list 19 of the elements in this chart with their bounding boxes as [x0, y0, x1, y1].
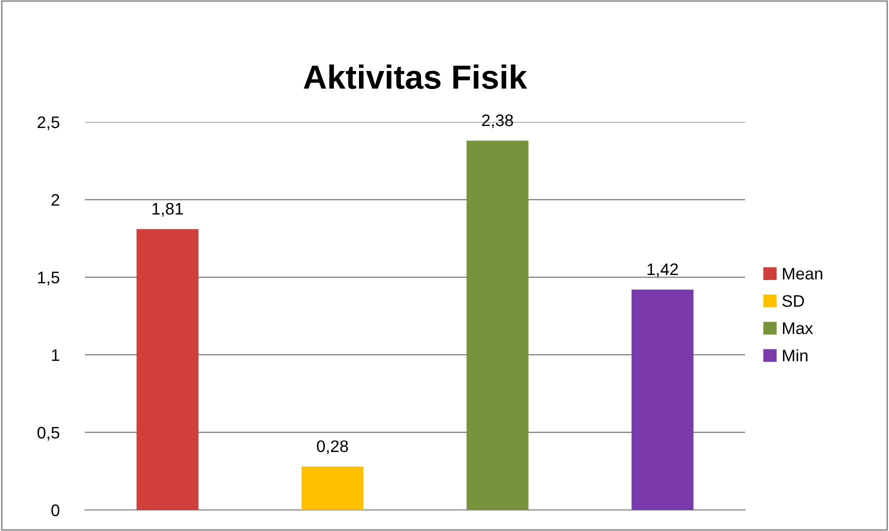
chart-title: Aktivitas Fisik [304, 64, 528, 89]
data-label: 1,42 [648, 263, 678, 278]
y-tick-label: 1 [52, 349, 60, 361]
y-tick-label: 2 [52, 194, 60, 206]
y-tick-label: 0 [51, 504, 60, 516]
data-label: 1,81 [152, 202, 183, 217]
bar [632, 290, 694, 510]
legend-label: Max [783, 322, 813, 334]
y-tick-label: 2,5 [38, 116, 60, 130]
bar [302, 466, 364, 510]
bar [466, 140, 528, 510]
y-tick-label: 1,5 [38, 272, 60, 286]
data-label: 0,28 [316, 440, 348, 454]
legend-label: SD [782, 295, 804, 307]
data-label: 2,38 [482, 114, 513, 128]
legend-label: Min [783, 349, 808, 362]
bar [136, 229, 198, 510]
y-tick-label: 0,5 [37, 426, 60, 441]
legend-label: Mean [783, 268, 822, 280]
